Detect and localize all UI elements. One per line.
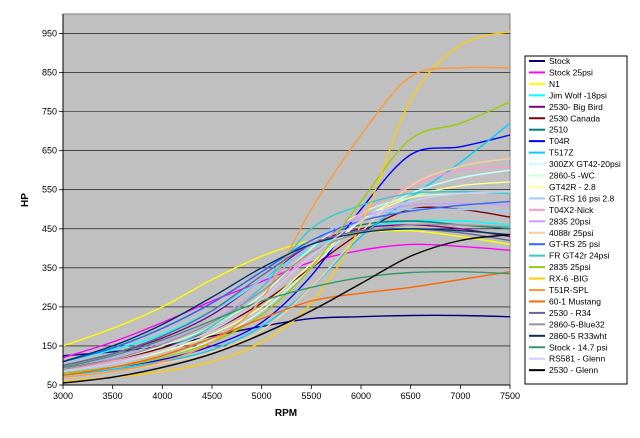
series-line-28	[62, 233, 511, 384]
x-tick-label: 5000	[252, 391, 272, 401]
series-line-25	[62, 228, 511, 363]
legend-label: 2530 - Glenn	[549, 365, 598, 375]
legend-label: 2835 20psi	[549, 216, 591, 226]
legend-label: 2860-5 R33wht	[549, 331, 607, 341]
legend-label: T04X2-Nick	[549, 205, 594, 215]
legend-label: GT-RS 16 psi 2.8	[549, 193, 614, 203]
y-tick-label: 750	[42, 107, 57, 117]
series-line-22	[62, 271, 511, 376]
series-line-11	[62, 191, 511, 371]
series-line-15	[62, 202, 511, 369]
y-tick-label: 950	[42, 29, 57, 39]
series-lines	[62, 30, 511, 384]
legend-label: 2835 25psi	[549, 262, 591, 272]
x-tick-label: 7000	[450, 391, 470, 401]
legend-label: FR GT42r 24psi	[549, 251, 610, 261]
legend-label: T517Z	[549, 148, 574, 158]
x-tick-label: 4000	[152, 391, 172, 401]
y-tick-label: 250	[42, 302, 57, 312]
legend-label: Stock	[549, 56, 571, 66]
legend-label: 2530 Canada	[549, 113, 600, 123]
series-line-27	[62, 191, 511, 372]
legend-label: RS581 - Glenn	[549, 354, 605, 364]
legend-label: N1	[549, 79, 560, 89]
legend-label: T04R	[549, 136, 570, 146]
legend-label: 2860-5-Blue32	[549, 319, 605, 329]
legend-label: GT42R - 2.8	[549, 182, 596, 192]
legend-label: 2530 - R34	[549, 308, 591, 318]
legend-label: 2860-5 -WC	[549, 171, 595, 181]
x-tick-label: 6000	[351, 391, 371, 401]
legend-label: 2530- Big Bird	[549, 102, 603, 112]
y-tick-label: 650	[42, 146, 57, 156]
legend-label: Stock 25psi	[549, 67, 593, 77]
y-tick-label: 450	[42, 224, 57, 234]
x-tick-label: 5500	[301, 391, 321, 401]
series-line-9	[62, 122, 511, 376]
y-tick-label: 150	[42, 341, 57, 351]
x-tick-label: 6500	[401, 391, 421, 401]
legend-label: Stock - 14.7 psi	[549, 342, 608, 352]
y-tick-label: 350	[42, 263, 57, 273]
legend-label: 2510	[549, 125, 568, 135]
legend-label: T51R-SPL	[549, 285, 589, 295]
y-tick-label: 550	[42, 185, 57, 195]
series-line-26	[62, 270, 511, 369]
x-tick-label: 3500	[103, 391, 123, 401]
plot-area-background	[62, 13, 511, 386]
series-line-19	[62, 101, 511, 374]
series-line-24	[62, 223, 511, 371]
x-tick-label: 7500	[500, 391, 520, 401]
series-line-12	[62, 181, 511, 372]
series-line-1	[62, 314, 511, 357]
y-axis-title: HP	[20, 193, 31, 207]
legend-label: Jim Wolf -18psi	[549, 90, 607, 100]
x-axis-title: RPM	[275, 408, 297, 419]
series-line-5	[62, 224, 511, 367]
y-tick-label: 850	[42, 68, 57, 78]
x-tick-label: 3000	[53, 391, 73, 401]
series-line-14	[62, 165, 511, 371]
series-line-4	[62, 219, 511, 363]
y-tick-label: 50	[47, 380, 57, 390]
legend-label: 4088r 25psi	[549, 228, 594, 238]
series-line-21	[62, 66, 511, 378]
legend-label: 60-1 Mustang	[549, 296, 601, 306]
series-line-20	[62, 30, 511, 382]
x-tick-label: 4500	[202, 391, 222, 401]
legend-label: 300ZX GT42-20psi	[549, 159, 621, 169]
series-line-8	[62, 134, 511, 374]
series-line-23	[62, 227, 511, 367]
series-line-3	[62, 229, 511, 347]
legend-label: RX-6 -BIG	[549, 274, 588, 284]
legend-box	[524, 55, 628, 385]
legend-label: GT-RS 25 psi	[549, 239, 600, 249]
axes: 50 150 250 350 450 550 650 750 850 950 3000 3500 400…	[42, 14, 520, 401]
